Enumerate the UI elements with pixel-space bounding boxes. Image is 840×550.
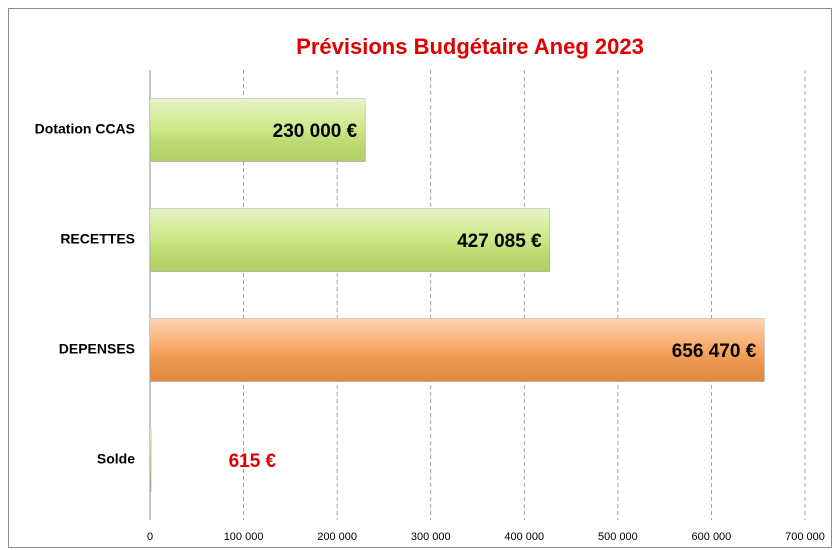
y-tick-label: DEPENSES [59, 341, 135, 357]
x-tick-label: 700 000 [785, 531, 825, 543]
y-tick-label: Solde [97, 451, 135, 467]
value-label: 427 085 € [457, 231, 542, 252]
x-tick-label: 500 000 [598, 531, 638, 543]
x-tick-label: 600 000 [692, 531, 732, 543]
value-label: 656 470 € [672, 341, 757, 362]
value-label: 230 000 € [273, 121, 358, 142]
x-tick-label: 0 [147, 531, 153, 543]
value-label: 615 € [229, 451, 277, 472]
bar-shine [150, 428, 151, 492]
bar-shine [150, 208, 550, 272]
chart-title: Prévisions Budgétaire Aneg 2023 [296, 34, 644, 59]
bar-shine [150, 318, 765, 382]
bar-shine [150, 98, 366, 162]
y-tick-label: Dotation CCAS [35, 121, 135, 137]
x-tick-label: 300 000 [411, 531, 451, 543]
x-tick-label: 400 000 [504, 531, 544, 543]
chart-border [8, 8, 832, 548]
y-tick-label: RECETTES [60, 231, 135, 247]
x-tick-label: 100 000 [224, 531, 264, 543]
x-tick-label: 200 000 [317, 531, 357, 543]
